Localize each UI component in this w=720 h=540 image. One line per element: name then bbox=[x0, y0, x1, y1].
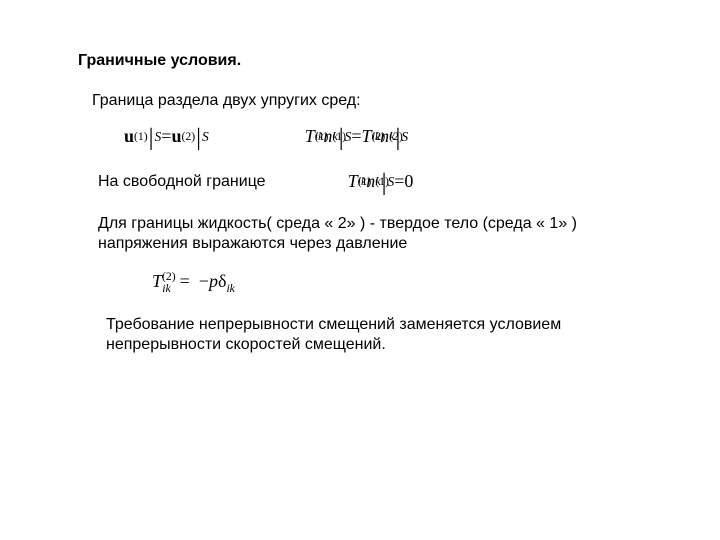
sym-T-2: T bbox=[362, 126, 372, 147]
bar-4: | bbox=[396, 131, 401, 146]
bar-1: | bbox=[149, 131, 154, 146]
sup-1-u1: (1) bbox=[134, 130, 148, 143]
bar-2: | bbox=[196, 131, 201, 146]
section-title: Граничные условия. bbox=[78, 52, 658, 70]
sym-u-2: u bbox=[171, 126, 181, 147]
eq-sign-1: = bbox=[161, 126, 171, 147]
sym-T-p: T bbox=[152, 271, 162, 291]
zero: 0 bbox=[404, 171, 413, 192]
sub-k-nf: k bbox=[375, 175, 380, 188]
sub-ik-Tp: ik bbox=[162, 282, 170, 295]
sym-p: p bbox=[209, 271, 218, 291]
free-boundary-row: На свободной границе T(1)ik n(1)k |S = 0 bbox=[98, 171, 658, 192]
eq-sign-2: = bbox=[351, 126, 361, 147]
two-media-line: Граница раздела двух упругих сред: bbox=[92, 92, 658, 110]
sub-k-n1: k bbox=[333, 130, 338, 143]
sub-ik-T2: ik bbox=[372, 130, 380, 143]
sym-u-1: u bbox=[124, 126, 134, 147]
sub-k-n2: k bbox=[389, 130, 394, 143]
equation-row-interface: u(1) |S = u(2) |S T(1)ik n(1)k |S = T(2)… bbox=[124, 126, 658, 147]
sub-ik-T1: ik bbox=[315, 130, 323, 143]
eq-sign-4: = bbox=[180, 271, 190, 291]
sym-minus: − bbox=[199, 271, 209, 291]
sub-S-2: S bbox=[202, 129, 209, 145]
sym-T-free: T bbox=[348, 171, 358, 192]
eq-sign-3: = bbox=[394, 171, 404, 192]
liquid-solid-paragraph: Для границы жидкость( среда « 2» ) - тве… bbox=[98, 214, 638, 254]
velocity-continuity-paragraph: Требование непрерывности смещений заменя… bbox=[106, 315, 646, 355]
equation-u-continuity: u(1) |S = u(2) |S bbox=[124, 126, 209, 147]
sup-2-u2: (2) bbox=[181, 130, 195, 143]
sub-ik-Tf: ik bbox=[358, 175, 366, 188]
bar-3: | bbox=[339, 131, 344, 146]
equation-free-boundary: T(1)ik n(1)k |S = 0 bbox=[348, 171, 414, 192]
sub-S-1: S bbox=[155, 129, 162, 145]
free-boundary-label: На свободной границе bbox=[98, 173, 266, 191]
equation-T-continuity: T(1)ik n(1)k |S = T(2)ik n(2)k |S bbox=[305, 126, 408, 147]
sym-T-1: T bbox=[305, 126, 315, 147]
bar-5: | bbox=[382, 176, 387, 191]
sub-ik-delta: ik bbox=[226, 282, 234, 295]
equation-pressure-tensor: T(2)ik = −pδik bbox=[152, 270, 658, 295]
